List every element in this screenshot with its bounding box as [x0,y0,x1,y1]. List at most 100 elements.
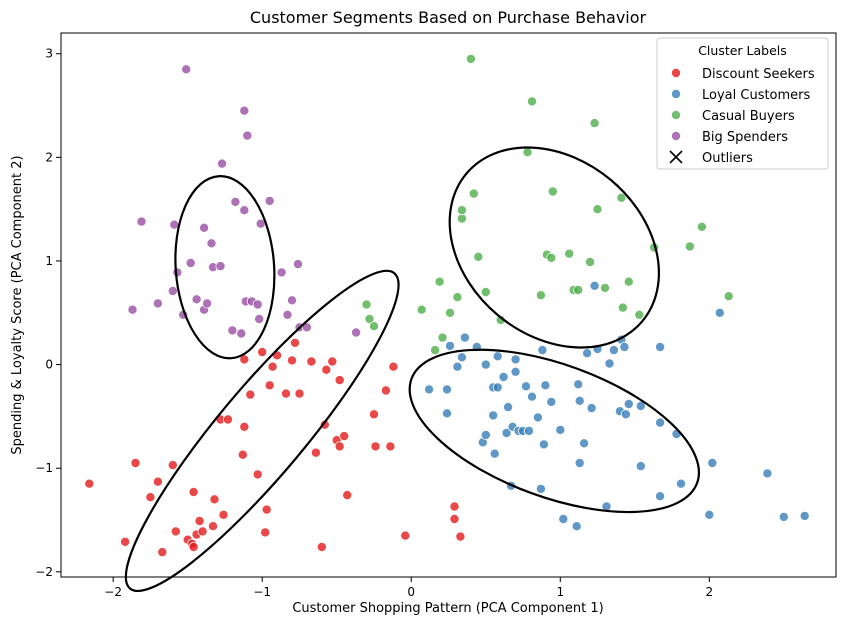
data-point [503,402,514,413]
data-point [84,478,95,489]
data-point [522,147,533,158]
legend-item: Big Spenders [671,130,788,145]
legend-item: Casual Buyers [671,109,795,124]
data-point [145,492,156,503]
cluster-ellipse [124,269,400,593]
data-point [564,248,575,259]
data-point [492,351,503,362]
data-point [585,256,596,267]
data-point [267,361,278,372]
legend-marker [671,130,682,141]
data-point [316,542,327,553]
data-point [571,521,582,532]
data-point [157,547,168,558]
y-tick-label: −1 [35,461,53,475]
data-point [136,216,147,227]
data-point [434,276,445,287]
data-point [527,96,538,107]
data-point [480,359,491,370]
data-point [489,448,500,459]
data-point [449,501,460,512]
data-point [635,400,646,411]
data-point [351,327,362,338]
data-point [655,341,666,352]
series-1 [424,280,810,532]
series-2 [361,53,734,356]
data-point [252,299,263,310]
y-tick-label: 1 [45,254,53,268]
data-point [416,304,427,315]
data-point [327,356,338,367]
data-point [617,302,628,313]
legend-label: Casual Buyers [702,109,795,124]
data-point [546,396,557,407]
data-point [449,514,460,525]
legend-item: Discount Seekers [671,67,815,82]
x-tick-label: 1 [556,585,564,599]
data-point [424,384,435,395]
data-point [368,321,379,332]
x-tick-label: −1 [253,585,271,599]
data-point [127,304,138,315]
data-point [604,358,615,369]
data-point [535,483,546,494]
data-point [218,509,229,520]
data-point [209,494,220,505]
data-point [676,478,687,489]
data-point [261,504,272,515]
x-tick-label: 2 [705,585,713,599]
data-point [586,403,597,414]
data-point [537,345,548,356]
cluster-ellipse [448,146,660,349]
data-point [437,332,448,343]
data-point [558,514,569,525]
cluster-ellipse [174,175,276,360]
data-point [286,295,297,306]
legend-label: Outliers [702,151,753,166]
data-point [400,530,411,541]
data-point [714,307,725,318]
data-point [623,398,634,409]
data-point [254,313,265,324]
data-point [455,531,466,542]
data-point [655,417,666,428]
y-tick-label: 2 [45,150,53,164]
data-point [459,332,470,343]
data-point [321,364,332,375]
data-point [456,205,467,216]
legend-marker [671,89,682,100]
axes-frame [60,32,837,578]
data-point [510,354,521,365]
data-point [215,261,226,272]
data-point [294,388,305,399]
plot-area: −2 −1 0 1 2 −2 −1 0 1 2 3 [35,32,837,599]
data-point [306,356,317,367]
data-point [280,388,291,399]
data-point [430,345,441,356]
data-point [589,280,600,291]
data-point [498,371,509,382]
data-point [623,276,634,287]
data-point [227,325,238,336]
data-point [655,491,666,502]
data-point [574,457,585,468]
data-point [361,299,372,310]
data-point [762,468,773,479]
outlier-x-icon [669,150,683,164]
data-point [573,284,584,295]
data-point [441,408,452,419]
data-point [707,457,718,468]
y-tick-label: −2 [35,565,53,579]
data-point [368,409,379,420]
data-point [573,379,584,390]
data-point [207,521,218,532]
data-point [456,213,467,224]
data-point [286,355,297,366]
data-point [696,221,707,232]
y-tick-label: 3 [45,47,53,61]
y-tick-label: 0 [45,358,53,372]
data-point [188,486,199,497]
legend-label: Discount Seekers [702,67,815,82]
data-point [292,259,303,270]
